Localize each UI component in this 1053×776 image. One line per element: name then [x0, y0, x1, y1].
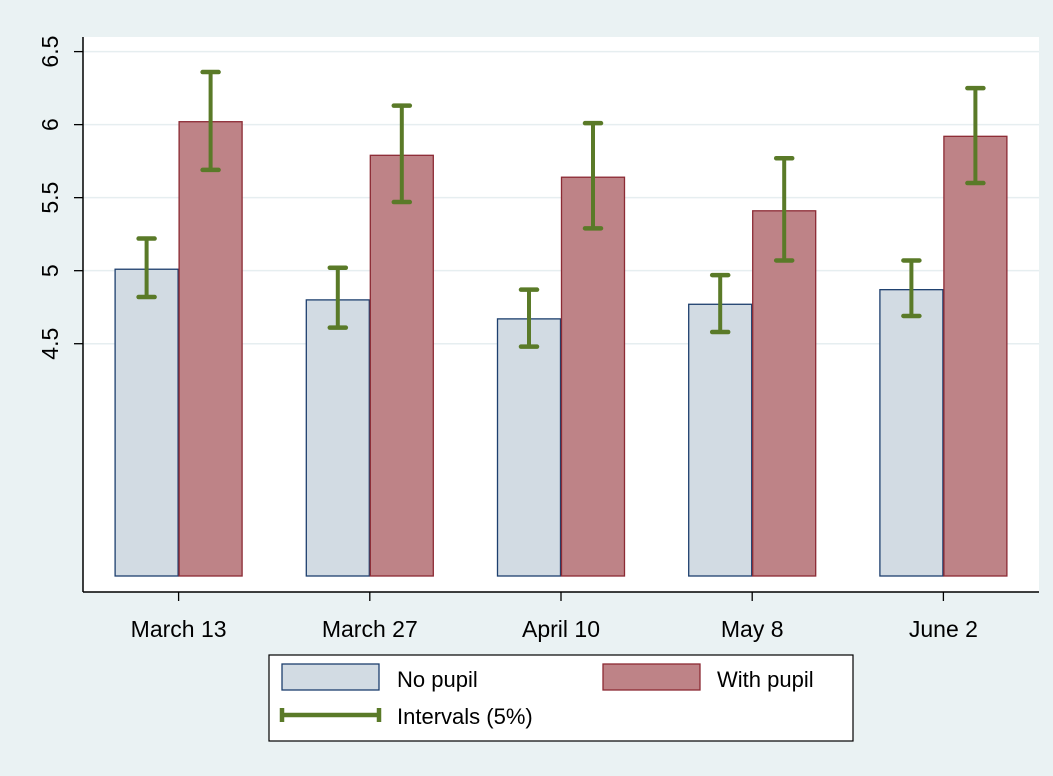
bar-with-pupil [560, 176, 626, 577]
x-ticks: March 13 March 27 April 10 May 8 June 2 [131, 592, 978, 642]
legend-swatch-with-pupil [602, 663, 701, 691]
bar-no-pupil [305, 299, 370, 577]
bar-no-pupil [496, 318, 562, 577]
y-tick-label: 5 [37, 264, 63, 277]
y-tick-label: 6 [37, 118, 63, 131]
bar-with-pupil [943, 135, 1008, 577]
legend-swatch-no-pupil [281, 663, 380, 691]
legend: No pupil With pupil Intervals (5%) [268, 654, 854, 742]
y-tick-label: 4.5 [37, 328, 63, 360]
y-ticks: 4.5 5 5.5 6 6.5 [37, 36, 83, 360]
bar-no-pupil [114, 268, 179, 577]
bars [114, 121, 1008, 577]
bar-no-pupil [879, 289, 944, 577]
x-tick-label: June 2 [909, 616, 978, 642]
error-bars [136, 69, 986, 349]
x-tick-label: March 27 [322, 616, 418, 642]
interval-legend-icon [279, 708, 382, 722]
x-tick-label: May 8 [721, 616, 784, 642]
legend-label-intervals: Intervals (5%) [397, 704, 533, 729]
bar-no-pupil [688, 303, 753, 577]
y-tick-label: 5.5 [37, 182, 63, 214]
bar-with-pupil [369, 154, 434, 577]
x-tick-label: March 13 [131, 616, 227, 642]
bar-with-pupil [752, 210, 817, 577]
x-tick-label: April 10 [522, 616, 600, 642]
legend-label-with-pupil: With pupil [717, 667, 814, 692]
y-tick-label: 6.5 [37, 36, 63, 68]
legend-label-no-pupil: No pupil [397, 667, 478, 692]
bar-with-pupil [178, 121, 243, 577]
